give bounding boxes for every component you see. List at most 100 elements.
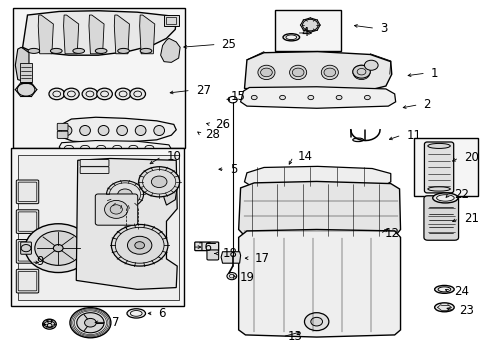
Circle shape	[335, 95, 341, 100]
Text: 15: 15	[230, 90, 245, 103]
FancyBboxPatch shape	[16, 269, 39, 293]
Polygon shape	[89, 15, 104, 54]
Bar	[163, 15, 178, 26]
FancyBboxPatch shape	[424, 142, 453, 193]
FancyBboxPatch shape	[57, 131, 68, 138]
Polygon shape	[76, 158, 177, 289]
Circle shape	[17, 83, 35, 96]
Ellipse shape	[427, 187, 449, 191]
Polygon shape	[18, 155, 178, 300]
Polygon shape	[244, 166, 390, 188]
Ellipse shape	[127, 309, 145, 318]
Bar	[166, 17, 176, 24]
Polygon shape	[162, 173, 177, 205]
Polygon shape	[38, 15, 53, 54]
Text: 2: 2	[423, 98, 430, 111]
Text: 20: 20	[463, 151, 478, 164]
Circle shape	[82, 88, 98, 100]
Text: 27: 27	[195, 84, 210, 97]
Circle shape	[77, 313, 104, 333]
Circle shape	[35, 231, 81, 265]
Circle shape	[226, 273, 236, 280]
Text: 17: 17	[254, 252, 269, 265]
Ellipse shape	[135, 126, 146, 135]
Ellipse shape	[257, 65, 274, 80]
Circle shape	[364, 60, 377, 70]
Text: 6: 6	[158, 307, 165, 320]
Circle shape	[42, 319, 56, 329]
Circle shape	[364, 95, 369, 100]
Ellipse shape	[434, 285, 453, 293]
Text: 5: 5	[229, 163, 237, 176]
Circle shape	[135, 242, 144, 249]
Circle shape	[310, 318, 322, 326]
FancyBboxPatch shape	[20, 242, 31, 254]
Ellipse shape	[117, 126, 127, 135]
Ellipse shape	[73, 48, 84, 53]
Ellipse shape	[28, 48, 40, 53]
Polygon shape	[244, 51, 391, 93]
Ellipse shape	[110, 205, 122, 214]
Ellipse shape	[432, 193, 457, 203]
Circle shape	[118, 189, 132, 200]
Ellipse shape	[154, 126, 164, 135]
Ellipse shape	[321, 65, 338, 80]
Text: 14: 14	[298, 150, 312, 163]
Text: 4: 4	[301, 27, 308, 40]
Polygon shape	[160, 39, 180, 62]
Ellipse shape	[95, 48, 107, 53]
Ellipse shape	[437, 287, 450, 292]
Polygon shape	[140, 15, 155, 54]
Circle shape	[352, 65, 369, 78]
Bar	[11, 148, 183, 306]
Ellipse shape	[427, 143, 449, 148]
Text: 11: 11	[406, 129, 421, 142]
Circle shape	[106, 181, 143, 208]
Text: 22: 22	[453, 188, 468, 201]
Polygon shape	[221, 252, 240, 263]
Circle shape	[53, 244, 63, 252]
Circle shape	[63, 88, 79, 100]
FancyBboxPatch shape	[16, 239, 39, 263]
Text: 21: 21	[463, 212, 478, 225]
Polygon shape	[59, 117, 176, 142]
Ellipse shape	[434, 303, 453, 312]
Text: 25: 25	[221, 38, 236, 51]
Ellipse shape	[130, 311, 142, 316]
Bar	[413, 138, 477, 196]
Circle shape	[21, 244, 31, 252]
Ellipse shape	[283, 34, 299, 41]
Circle shape	[307, 95, 313, 100]
FancyBboxPatch shape	[80, 167, 109, 174]
FancyBboxPatch shape	[423, 196, 458, 240]
Circle shape	[70, 308, 111, 338]
Text: 28: 28	[205, 127, 220, 141]
FancyBboxPatch shape	[18, 182, 37, 202]
Text: 10: 10	[166, 150, 181, 163]
Bar	[20, 63, 32, 82]
Text: 26: 26	[215, 118, 230, 131]
FancyBboxPatch shape	[57, 123, 68, 131]
Ellipse shape	[118, 48, 129, 53]
Polygon shape	[114, 15, 129, 54]
Text: 13: 13	[287, 330, 302, 343]
FancyBboxPatch shape	[16, 180, 39, 204]
Ellipse shape	[140, 48, 152, 53]
Text: 7: 7	[112, 316, 119, 329]
Circle shape	[292, 68, 304, 77]
Circle shape	[84, 319, 96, 327]
Ellipse shape	[436, 195, 453, 201]
Circle shape	[151, 176, 166, 188]
Polygon shape	[15, 47, 29, 81]
Polygon shape	[22, 11, 176, 55]
Bar	[13, 8, 184, 148]
Circle shape	[25, 224, 91, 273]
Circle shape	[139, 167, 179, 197]
Polygon shape	[59, 140, 171, 155]
Polygon shape	[238, 181, 400, 239]
Polygon shape	[238, 229, 400, 337]
Ellipse shape	[289, 65, 306, 80]
Ellipse shape	[50, 48, 62, 53]
Circle shape	[302, 19, 318, 31]
FancyBboxPatch shape	[18, 242, 37, 261]
